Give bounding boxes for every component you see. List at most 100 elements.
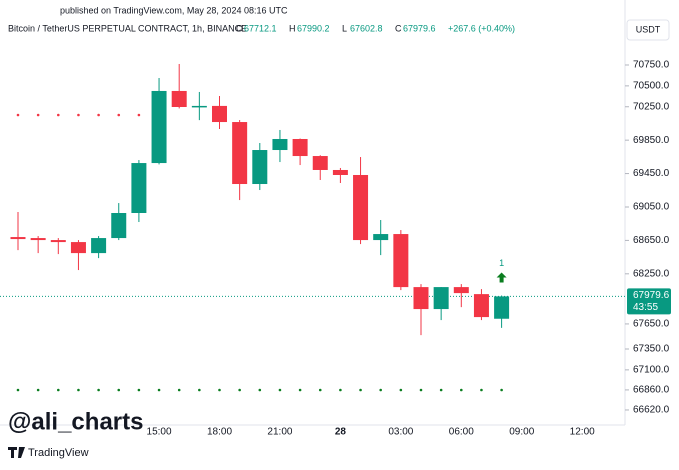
candle-body [312,156,328,170]
x-tick-label: 21:00 [267,427,292,438]
candle-body [70,242,86,254]
candle-body [252,150,268,185]
candle-body [494,296,510,319]
ohlc-value: 67602.8 [350,23,383,33]
candle-body [453,287,469,294]
candle-body [91,238,107,254]
candle-body [272,138,288,151]
dot [258,388,262,392]
dot [97,388,100,392]
dot [16,113,20,117]
change: +267.6 (+0.40%) [448,23,515,33]
x-tick-label: 06:00 [449,427,474,438]
y-tick-label: 66860.0 [633,385,670,396]
candle-body [332,169,348,175]
chart-title: Bitcoin / TetherUS PERPETUAL CONTRACT, 1… [8,23,247,33]
currency: USDT [636,24,661,34]
y-tick-label: 67350.0 [633,344,670,355]
dot [177,388,181,392]
candle-body [232,122,248,185]
y-tick-label: 70750.0 [633,60,670,71]
candle-body [433,287,449,310]
y-tick-label: 67100.0 [633,365,670,376]
candle-body [171,90,187,108]
dot [16,388,20,392]
published-note: published on TradingView.com, May 28, 20… [60,5,288,15]
dot [77,388,80,392]
dot [359,388,362,392]
x-tick-label: 09:00 [509,427,534,438]
dot [399,388,403,392]
y-tick-label: 70250.0 [633,101,670,112]
dot [36,113,40,117]
y-tick-label: 67650.0 [633,319,670,330]
candle-body [353,174,369,241]
brand: TradingView [28,447,89,459]
y-tick-label: 70500.0 [633,81,670,92]
candle-body [30,238,46,241]
candle-body [393,234,409,288]
y-tick-label: 68650.0 [633,235,670,246]
candle-body [131,163,147,214]
dot [500,388,503,392]
dot [157,388,161,392]
dot [379,388,383,392]
candle-body [10,237,26,240]
y-tick-label: 69450.0 [633,168,670,179]
brand-logo [8,447,25,458]
dot [137,388,141,392]
dot [298,388,302,392]
candle-body [50,240,66,243]
candle-body [212,105,227,123]
dot [137,113,141,117]
ohlc-letter: H [289,23,296,33]
dot [318,388,322,392]
y-tick-label: 68250.0 [633,268,670,279]
dot [439,388,443,392]
dot [77,113,80,117]
candle-body [191,105,207,108]
x-tick-label: 03:00 [388,427,413,438]
dot [218,388,221,392]
currency-box[interactable] [626,19,670,41]
ohlc-value: 67712.1 [244,23,277,33]
dot [97,113,100,117]
candle-body [473,294,489,318]
dot [57,113,60,117]
ohlc-letter: L [342,23,347,33]
signal-arrow [496,272,507,283]
indicator-dots [16,113,503,392]
dot [278,388,282,392]
ohlc-value: 67979.6 [403,23,436,33]
x-tick-label: 15:00 [147,427,172,438]
dot [57,388,60,392]
ohlc-value: 67990.2 [297,23,330,33]
last-price-tag [627,288,671,315]
x-tick-label: 18:00 [207,427,232,438]
candle-body [373,234,389,241]
y-tick-label: 69050.0 [633,202,670,213]
x-tick-label: 28 [335,427,347,438]
candle-body [111,213,127,239]
dot [419,388,423,392]
dot [460,388,463,392]
signal-label: 1 [499,258,504,268]
last-price-label: 67979.6 [633,290,670,301]
dot [339,388,342,392]
dot [198,388,201,392]
dot [36,388,40,392]
y-tick-label: 66620.0 [633,405,670,416]
dot [117,113,121,117]
candle-body [151,90,167,164]
candle-body [413,287,429,310]
dot [480,388,483,392]
y-tick-label: 69850.0 [633,135,670,146]
author: @ali_charts [8,408,143,435]
candle-body [292,138,308,157]
ohlc-letter: C [395,23,402,33]
x-tick-label: 12:00 [570,427,595,438]
countdown: 43:55 [633,302,658,313]
dot [117,388,121,392]
dot [238,388,241,392]
